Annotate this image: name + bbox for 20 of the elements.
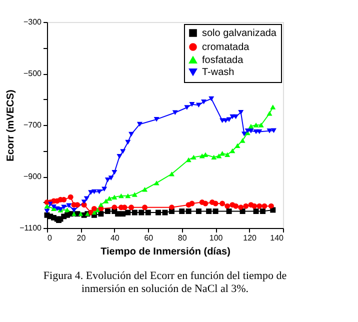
legend-label: fosfatada — [202, 55, 244, 66]
y-axis-title: Ecorr (mVECS) — [6, 90, 17, 162]
x-tick-label: 120 — [243, 234, 258, 242]
y-tick-label: −1100 — [20, 224, 42, 232]
x-tick-label: 40 — [110, 234, 120, 242]
x-tick-label: 140 — [270, 234, 284, 242]
y-tick-label: −700 — [23, 120, 42, 130]
y-tick-label: −500 — [23, 69, 42, 78]
legend-label: T-wash — [202, 67, 234, 78]
legend-label: solo galvanizada — [202, 28, 277, 39]
x-tick-label: 80 — [178, 234, 188, 242]
x-tick-label: 60 — [144, 234, 154, 242]
y-tick-label: −300 — [23, 18, 42, 26]
x-tick-label: 0 — [48, 234, 52, 242]
x-tick-label: 100 — [209, 234, 224, 242]
y-tick-label: −900 — [23, 172, 42, 181]
x-tick-label: 20 — [76, 234, 86, 242]
x-axis-title: Tiempo de Inmersión (días) — [100, 246, 230, 258]
legend-label: cromatada — [202, 42, 250, 53]
text: Figura 4. Evolución del Ecorr en función del tiempo de inmersión en solución de NaCl al 3%. — [43, 270, 287, 295]
